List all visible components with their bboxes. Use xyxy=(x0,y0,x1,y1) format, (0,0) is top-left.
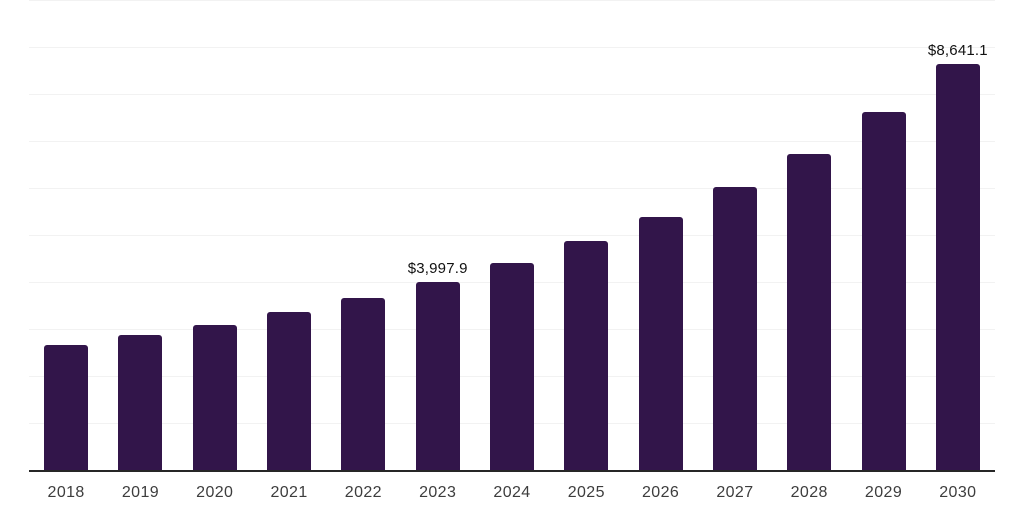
bar-2019 xyxy=(118,334,163,470)
bar-2018 xyxy=(44,344,89,470)
bar-2030 xyxy=(935,63,980,470)
x-tick-label: 2024 xyxy=(493,484,531,501)
gridline xyxy=(29,94,995,95)
gridline xyxy=(29,188,995,189)
x-tick-label: 2028 xyxy=(790,484,828,501)
x-tick-label: 2021 xyxy=(270,484,308,501)
x-tick-label: 2018 xyxy=(47,484,85,501)
x-tick-label: 2020 xyxy=(196,484,234,501)
plot-area: $3,997.9 $8,641.1 xyxy=(29,0,995,470)
bar-value-label: $3,997.9 xyxy=(407,260,468,278)
bar-2023 xyxy=(415,282,460,470)
x-tick-label: 2019 xyxy=(121,484,160,501)
bar-2022 xyxy=(341,297,386,470)
x-tick-label: 2022 xyxy=(344,484,382,501)
x-axis-labels: 2018 2019 2020 2021 2022 2023 2024 2025 2026 2027… xyxy=(29,484,995,506)
x-tick-label: 2029 xyxy=(864,484,903,501)
bar-2020 xyxy=(192,325,237,470)
x-tick-label: 2026 xyxy=(642,484,680,501)
gridline xyxy=(29,0,995,1)
bar-2024 xyxy=(490,262,534,470)
bar-value-label: $8,641.1 xyxy=(927,41,988,59)
bar-2021 xyxy=(267,312,312,470)
x-axis-line xyxy=(29,470,995,472)
x-tick-label: 2027 xyxy=(716,484,754,501)
x-tick-label: 2023 xyxy=(419,484,457,501)
bar-2026 xyxy=(638,216,683,470)
x-tick-label: 2025 xyxy=(567,484,605,501)
gridline xyxy=(29,141,995,142)
x-tick-label: 2030 xyxy=(939,484,977,501)
bar-2027 xyxy=(712,187,757,470)
bar-2028 xyxy=(787,153,832,470)
gridline xyxy=(29,235,995,236)
bar-2025 xyxy=(564,240,609,470)
bar-2029 xyxy=(861,111,906,470)
gridline xyxy=(29,47,995,48)
